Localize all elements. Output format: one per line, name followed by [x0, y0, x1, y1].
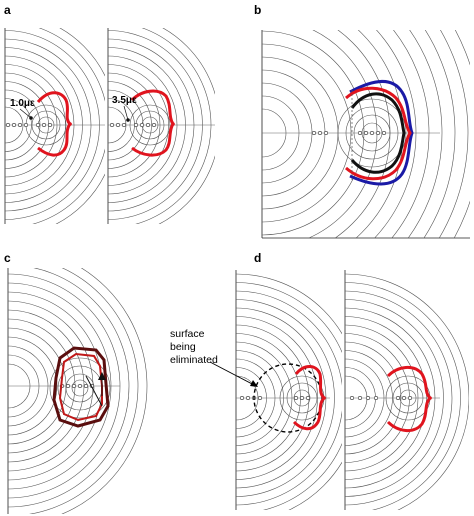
marker-circle — [369, 131, 374, 136]
strain-annotation-left: 1.0με — [10, 98, 35, 109]
panel-a-frame — [4, 28, 109, 224]
panel-a-left-markers — [6, 123, 52, 128]
panel-b-markers — [311, 131, 386, 136]
marker-circle — [293, 395, 298, 400]
marker-circle — [311, 131, 316, 136]
panel-d-left-markers — [240, 395, 310, 400]
marker-circle — [305, 395, 310, 400]
marker-circle — [357, 395, 362, 400]
panel-label-d: d — [254, 251, 261, 265]
strain-annotation-right: 3.5με — [112, 95, 137, 106]
panel-a-right-red-surface — [130, 89, 175, 157]
contour-line — [423, 30, 456, 238]
marker-circle — [373, 395, 378, 400]
panel-d-right-surface-point — [428, 396, 432, 400]
marker-circle — [357, 131, 362, 136]
marker-circle — [375, 131, 380, 136]
marker-circle — [12, 123, 17, 128]
marker-circle — [317, 131, 322, 136]
marker-circle — [257, 395, 262, 400]
panel-a-left-surface-point — [68, 122, 72, 126]
marker-circle — [299, 395, 304, 400]
marker-circle — [152, 123, 157, 128]
contour-line — [49, 357, 111, 419]
marker-circle — [401, 395, 406, 400]
marker-circle — [41, 123, 46, 128]
marker-circle — [6, 123, 11, 128]
panel-a-right-pointer-line — [123, 105, 129, 121]
surface-being-eliminated-label: surface being eliminated — [170, 328, 218, 366]
panel-c-inner-surface — [58, 352, 103, 422]
marker-circle — [381, 131, 386, 136]
marker-circle — [407, 395, 412, 400]
panel-label-a: a — [4, 3, 11, 17]
marker-circle — [363, 131, 368, 136]
marker-circle — [78, 383, 83, 388]
panel-d-left-surface-point — [322, 396, 326, 400]
panel-b-red-surface — [345, 86, 412, 181]
panel-b-frame — [261, 30, 470, 239]
marker-circle — [323, 131, 328, 136]
panel-d-right-markers — [349, 395, 412, 400]
marker-circle — [349, 395, 354, 400]
contour-line — [71, 379, 89, 397]
panel-c-contours — [8, 268, 148, 514]
panel-a-right-markers — [110, 123, 157, 128]
contour-line — [236, 299, 335, 497]
contour-line — [345, 282, 461, 510]
marker-circle — [84, 383, 89, 388]
surface-note-line-1: surface — [170, 328, 205, 340]
surface-note-line-3: eliminated — [170, 354, 218, 366]
panel-label-b: b — [254, 3, 261, 17]
marker-circle — [72, 383, 77, 388]
marker-circle — [116, 123, 121, 128]
panel-label-c: c — [4, 251, 11, 265]
panel-b-blue-surface — [349, 79, 414, 186]
panel-a-right-surface-point — [171, 122, 175, 126]
marker-circle — [246, 395, 251, 400]
marker-circle — [365, 395, 370, 400]
panel-c-arrowhead — [98, 372, 106, 380]
marker-circle — [240, 395, 245, 400]
contour-line — [61, 268, 148, 514]
surface-note-arrow-line — [209, 361, 257, 387]
marker-circle — [35, 123, 40, 128]
contour-line — [407, 30, 443, 238]
marker-circle — [23, 123, 28, 128]
marker-circle — [110, 123, 115, 128]
panel-b-black-surface — [350, 92, 406, 174]
marker-circle — [122, 123, 127, 128]
surface-note-line-2: being — [170, 341, 196, 353]
panel-a-left-pointer-line — [19, 108, 32, 119]
contour-line — [345, 290, 453, 506]
panel-c-outer-surface — [52, 346, 110, 428]
surface-note-arrowhead — [250, 380, 258, 387]
contour-line — [28, 268, 139, 514]
marker-circle — [134, 123, 139, 128]
marker-circle — [66, 383, 71, 388]
panel-d-frame — [235, 270, 346, 510]
panel-c-arrow-line — [85, 375, 103, 407]
contour-line — [345, 299, 444, 497]
contour-line — [438, 30, 469, 238]
contour-line — [8, 268, 130, 508]
marker-circle — [47, 123, 52, 128]
contour-line — [65, 373, 95, 403]
marker-circle — [395, 395, 400, 400]
marker-circle — [17, 123, 22, 128]
marker-circle — [140, 123, 145, 128]
marker-circle — [146, 123, 151, 128]
